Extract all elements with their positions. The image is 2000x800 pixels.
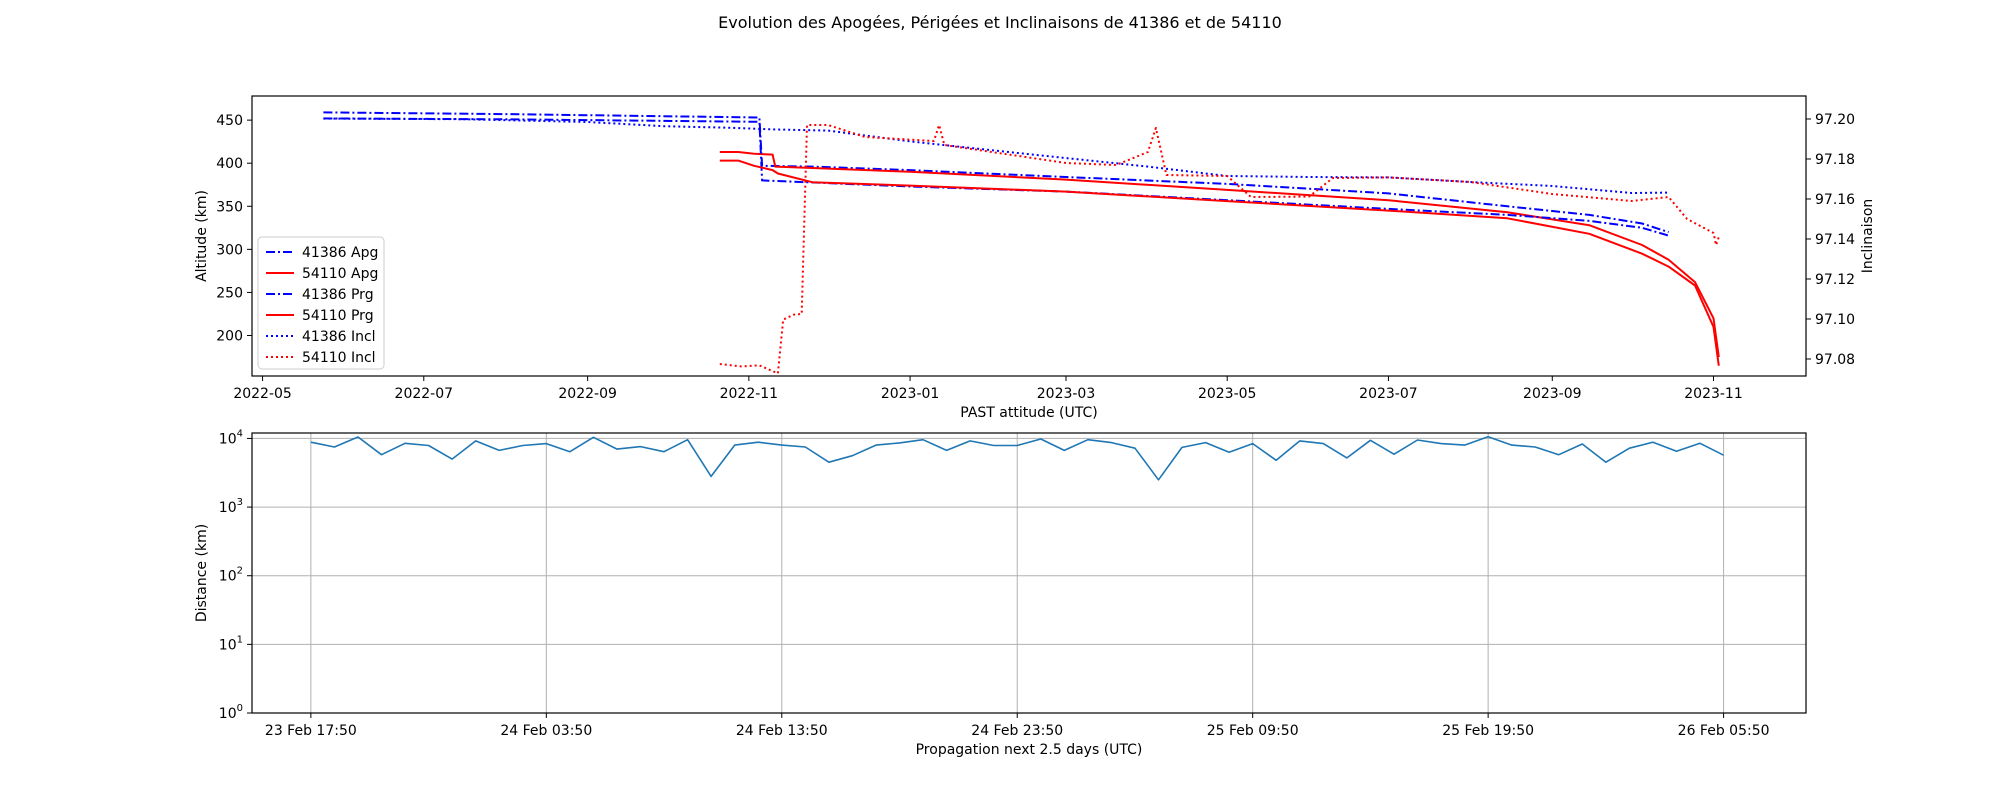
bottom-y-tick-label: 104 (219, 428, 243, 447)
bottom-y-tick-exponent: 0 (237, 703, 243, 714)
top-x-tick-label: 2022-05 (233, 386, 292, 402)
series-line-41386-incl (323, 117, 1669, 194)
top-x-tick-label: 2023-11 (1684, 386, 1743, 402)
legend-label-54110-incl: 54110 Incl (302, 350, 376, 366)
bottom-y-tick-label: 103 (219, 497, 243, 516)
bottom-y-tick-base: 10 (219, 706, 237, 722)
bottom-plot-frame (251, 432, 1807, 714)
top-series (323, 111, 1720, 375)
bottom-x-axis-label: Propagation next 2.5 days (UTC) (916, 742, 1143, 758)
top-panel: 2022-05 2022-07 2022-09 2022-11 2023-01 2023-… (194, 95, 1876, 421)
top-x-tick-label: 2023-09 (1523, 386, 1582, 402)
top-plot-background (252, 96, 1806, 376)
bottom-y-tick-label: 102 (219, 566, 243, 585)
top-y-tick-label: 350 (216, 199, 243, 215)
distance-line (310, 435, 1724, 481)
series-line-54110-prg (719, 159, 1720, 366)
series-line-41386-apg (323, 111, 1669, 234)
top-y2-tick-label: 97.16 (1815, 192, 1855, 208)
bottom-panel: 23 Feb 17:50 24 Feb 03:50 24 Feb 13:50 24 F… (194, 428, 1807, 758)
top-y2-tick-label: 97.10 (1815, 312, 1855, 328)
series-line-54110-apg (719, 151, 1720, 358)
top-y-axis-label: Altitude (km) (194, 190, 210, 282)
series-line-54110-incl (719, 124, 1720, 375)
top-y2-tick-label: 97.20 (1815, 112, 1855, 128)
legend: 41386 Apg 54110 Apg 41386 Prg 54110 Prg 4138… (257, 236, 385, 370)
top-x-tick-label: 2022-07 (395, 386, 454, 402)
top-x-tick-label: 2022-11 (720, 386, 779, 402)
top-y-tick-label: 400 (216, 156, 243, 172)
top-plot-frame (251, 95, 1807, 377)
bottom-y-tick-base: 10 (219, 569, 237, 585)
legend-label-54110-apg: 54110 Apg (302, 266, 378, 282)
bottom-x-tick-label: 25 Feb 19:50 (1442, 723, 1534, 739)
top-x-tick-label: 2023-03 (1037, 386, 1096, 402)
legend-label-41386-prg: 41386 Prg (302, 287, 374, 303)
bottom-x-ticks: 23 Feb 17:50 24 Feb 03:50 24 Feb 13:50 24 F… (265, 713, 1770, 739)
bottom-y-tick-exponent: 3 (237, 497, 243, 508)
legend-frame (257, 236, 385, 370)
top-x-tick-label: 2023-01 (881, 386, 940, 402)
bottom-y-tick-base: 10 (219, 637, 237, 653)
bottom-series (310, 435, 1724, 481)
bottom-x-tick-label: 23 Feb 17:50 (265, 723, 357, 739)
top-y2-tick-label: 97.18 (1815, 152, 1855, 168)
top-y2-tick-label: 97.08 (1815, 352, 1855, 368)
legend-label-54110-prg: 54110 Prg (302, 308, 374, 324)
bottom-y-axis-label: Distance (km) (194, 524, 210, 622)
figure-title: Evolution des Apogées, Périgées et Incli… (718, 13, 1282, 32)
top-y-tick-label: 300 (216, 242, 243, 258)
top-y-ticks: 200 250 300 350 400 450 (216, 113, 252, 345)
bottom-y-tick-base: 10 (219, 431, 237, 447)
legend-label-41386-incl: 41386 Incl (302, 329, 376, 345)
bottom-y-tick-exponent: 2 (237, 566, 243, 577)
top-x-tick-label: 2023-05 (1198, 386, 1257, 402)
top-x-axis-label: PAST attitude (UTC) (960, 405, 1097, 421)
top-y2-axis-label: Inclinaison (1860, 199, 1876, 274)
legend-label-41386-apg: 41386 Apg (302, 245, 378, 261)
top-x-tick-label: 2022-09 (558, 386, 617, 402)
bottom-y-tick-label: 101 (219, 634, 243, 653)
top-y-tick-label: 250 (216, 285, 243, 301)
bottom-y-tick-exponent: 1 (237, 634, 243, 645)
top-y2-tick-label: 97.14 (1815, 232, 1855, 248)
bottom-x-tick-label: 24 Feb 23:50 (971, 723, 1063, 739)
bottom-plot-background (252, 433, 1806, 713)
bottom-y-tick-exponent: 4 (237, 428, 243, 439)
top-y-tick-label: 200 (216, 329, 243, 345)
top-y2-ticks: 97.08 97.10 97.12 97.14 97.16 97.18 97.20 (1806, 112, 1855, 368)
bottom-x-tick-label: 25 Feb 09:50 (1207, 723, 1299, 739)
top-x-tick-label: 2023-07 (1359, 386, 1418, 402)
bottom-x-tick-label: 26 Feb 05:50 (1678, 723, 1770, 739)
bottom-y-tick-label: 100 (219, 703, 243, 722)
bottom-x-tick-label: 24 Feb 03:50 (500, 723, 592, 739)
bottom-grid (252, 433, 1806, 714)
top-y-tick-label: 450 (216, 113, 243, 129)
bottom-y-tick-base: 10 (219, 500, 237, 516)
bottom-x-tick-label: 24 Feb 13:50 (736, 723, 828, 739)
top-x-ticks: 2022-05 2022-07 2022-09 2022-11 2023-01 2023-… (233, 376, 1743, 402)
top-y2-tick-label: 97.12 (1815, 272, 1855, 288)
